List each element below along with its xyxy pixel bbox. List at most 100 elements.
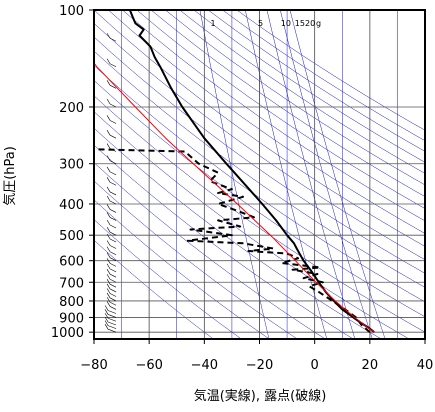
- wind-barb-shaft: [109, 103, 117, 108]
- wind-barb: [106, 246, 117, 256]
- mixing-ratio-labels: 1 5 10 15 20 g: [211, 19, 322, 28]
- x-tick-label: −20: [246, 358, 273, 373]
- temperature-profile-line: [128, 10, 375, 333]
- y-tick-label: 400: [59, 198, 84, 213]
- wind-barb-shaft: [109, 231, 117, 236]
- wind-barb-shaft: [109, 209, 117, 213]
- wind-barb-shaft: [109, 191, 117, 196]
- wind-barb-flag: [106, 233, 111, 240]
- wind-barb-flag: [106, 204, 111, 210]
- wind-barb-shaft: [109, 120, 117, 124]
- wind-barb-shaft: [109, 263, 117, 267]
- wind-barb-flag: [104, 320, 109, 326]
- wind-barb-flag: [106, 252, 111, 258]
- mixing-ratio-label: g: [316, 19, 321, 28]
- wind-barb: [104, 309, 117, 318]
- wind-barb-flag: [106, 58, 111, 64]
- wind-barb-flag: [104, 305, 109, 311]
- wind-barb: [106, 33, 117, 42]
- wind-barb-flag: [106, 219, 111, 226]
- wind-barb-flag: [106, 166, 111, 173]
- y-tick-label: 700: [59, 276, 84, 291]
- wind-barb-flag: [106, 274, 111, 280]
- wind-barb-flag: [106, 301, 111, 307]
- wind-barb-flag: [106, 195, 111, 202]
- wind-barb-flag: [106, 283, 111, 290]
- y-tick-label: 300: [59, 158, 84, 173]
- wind-barb-shaft: [109, 217, 117, 221]
- mixing-ratio-label: 1: [211, 19, 216, 28]
- wind-barb-shaft: [109, 297, 117, 302]
- x-axis-title: 気温(実線), 露点(破線): [194, 388, 327, 404]
- wind-barb-shaft: [109, 288, 117, 293]
- mixing-ratio-label: 20: [305, 19, 315, 28]
- wind-barb: [106, 186, 117, 196]
- x-tick-label: 40: [417, 358, 434, 373]
- wind-barb: [106, 219, 117, 229]
- wind-barb-shaft: [109, 182, 117, 186]
- wind-barbs: [104, 10, 117, 333]
- wind-barb: [106, 283, 117, 293]
- wind-barb: [106, 212, 117, 221]
- wind-barb: [104, 313, 117, 322]
- wind-barb-shaft: [109, 200, 117, 205]
- wind-barb: [106, 301, 117, 310]
- wind-barb-flag: [106, 288, 111, 294]
- wind-barb-flag: [106, 227, 111, 233]
- wind-barb: [106, 274, 117, 283]
- wind-barb-shaft: [107, 321, 117, 326]
- y-axis-title: 気圧(hPa): [2, 146, 18, 206]
- wind-barb-flag: [106, 155, 111, 161]
- dry-adiabat-line: [107, 10, 425, 234]
- wind-barb: [106, 166, 117, 176]
- y-tick-label: 1000: [51, 326, 84, 341]
- wind-barb-shaft: [109, 306, 117, 310]
- wind-barb: [106, 292, 117, 302]
- wind-barb-flag: [106, 98, 111, 105]
- wind-barb-shaft: [109, 251, 117, 256]
- x-axis-ticks: −80 −60 −40 −20 0 20 40: [80, 339, 433, 373]
- wind-barb-shaft: [109, 224, 117, 229]
- dry-adiabat-line: [150, 10, 425, 197]
- y-tick-label: 900: [59, 311, 84, 326]
- wind-barb-shaft: [109, 37, 117, 42]
- x-tick-label: 0: [311, 358, 319, 373]
- wind-barb: [106, 204, 117, 213]
- series-group: [94, 10, 375, 333]
- wind-barb-shaft: [109, 293, 117, 297]
- wind-barb: [106, 115, 117, 124]
- wind-barb: [106, 240, 117, 249]
- x-tick-label: −40: [191, 358, 218, 373]
- wind-barb: [106, 269, 117, 278]
- wind-barb: [106, 130, 117, 139]
- wind-barb-flag: [106, 186, 111, 193]
- y-tick-label: 200: [59, 101, 84, 116]
- dewpoint-profile-line: [94, 148, 371, 333]
- wind-barb: [104, 305, 117, 314]
- wind-barb: [106, 263, 117, 273]
- wind-barb-shaft: [109, 268, 117, 273]
- wind-barb: [106, 98, 117, 108]
- wind-barb-flag: [106, 297, 111, 303]
- wind-barb: [104, 320, 117, 329]
- wind-barb-shaft: [109, 257, 117, 261]
- wind-barb-flag: [106, 177, 111, 183]
- y-tick-label: 800: [59, 295, 84, 310]
- dry-adiabat-line: [165, 10, 425, 186]
- dry-adiabat-line: [122, 10, 425, 222]
- wind-barb-flag: [104, 316, 109, 323]
- wind-barb-shaft: [107, 317, 117, 322]
- wind-barb-shaft: [109, 278, 117, 283]
- y-tick-label: 600: [59, 255, 84, 270]
- dry-adiabat-line: [94, 50, 425, 288]
- wind-barb-shaft: [109, 283, 117, 288]
- mixing-ratio-label: 5: [258, 19, 263, 28]
- wind-barb: [106, 227, 117, 236]
- wind-barb-shaft: [109, 238, 117, 243]
- wind-barb-flag: [106, 279, 111, 285]
- wind-barb: [115, 10, 117, 11]
- wind-barb: [106, 279, 117, 288]
- dry-adiabat-line: [94, 22, 425, 260]
- grid-lines: [94, 10, 425, 339]
- x-tick-label: −60: [135, 358, 162, 373]
